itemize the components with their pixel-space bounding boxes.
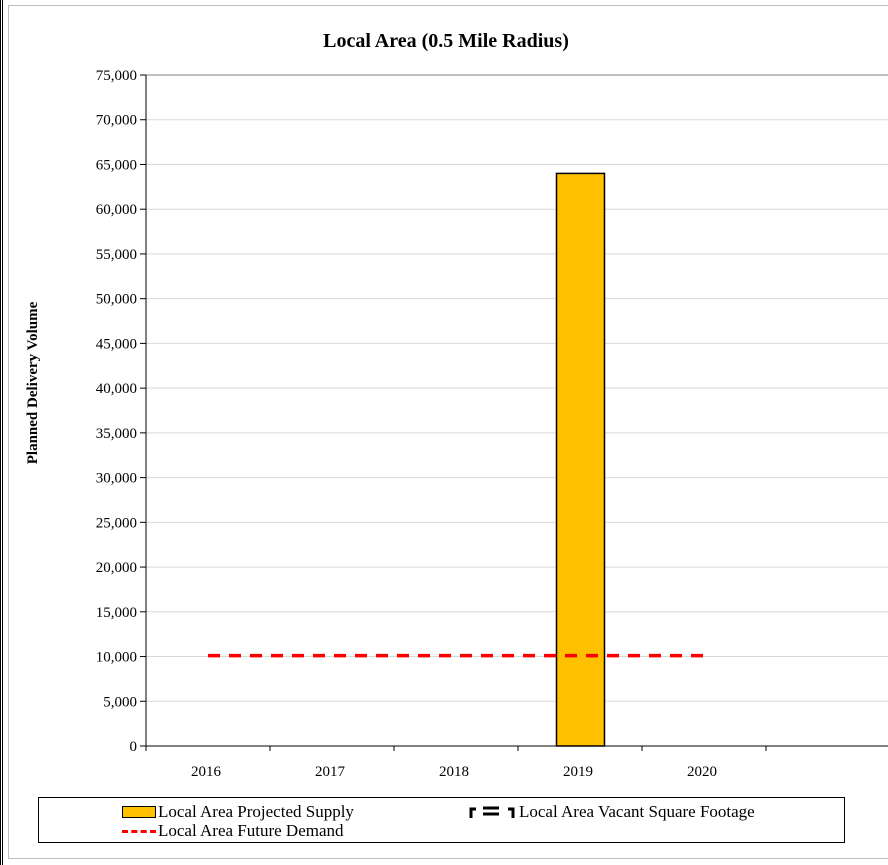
legend-swatch-demand <box>122 825 156 837</box>
y-tick-label: 30,000 <box>96 471 137 487</box>
y-tick-label: 40,000 <box>96 381 137 397</box>
y-tick-label: 55,000 <box>96 247 137 263</box>
bar-2019 <box>555 172 606 747</box>
axes <box>140 74 888 751</box>
chart-legend: Local Area Projected Supply Local Area V… <box>38 797 845 843</box>
chart-border-bottom <box>8 858 888 859</box>
y-tick-label: 75,000 <box>96 68 137 84</box>
x-tick-label: 2018 <box>439 764 469 780</box>
y-tick-label: 5,000 <box>103 694 137 710</box>
y-tick-labels: 0 5,000 10,000 15,000 20,000 25,000 30,000 35,0… <box>96 68 137 755</box>
y-tick-label: 20,000 <box>96 560 137 576</box>
x-tick-label: 2017 <box>315 764 346 780</box>
y-tick-label: 45,000 <box>96 336 137 352</box>
chart-title: Local Area (0.5 Mile Radius) <box>323 30 569 52</box>
y-tick-label: 25,000 <box>96 515 137 531</box>
y-tick-label: 0 <box>130 739 138 755</box>
y-axis-label: Planned Delivery Volume <box>25 301 41 464</box>
chart-border-left <box>8 5 9 858</box>
window-edge <box>0 0 3 865</box>
legend-item-supply: Local Area Projected Supply <box>122 802 354 822</box>
legend-item-vacant: Local Area Vacant Square Footage <box>469 802 755 822</box>
legend-label-supply: Local Area Projected Supply <box>158 802 354 821</box>
chart-border-top <box>8 5 888 6</box>
legend-label-vacant: Local Area Vacant Square Footage <box>519 802 755 821</box>
x-tick-label: 2020 <box>687 764 717 780</box>
legend-swatch-vacant <box>469 805 515 819</box>
x-tick-labels: 2016 2017 2018 2019 2020 <box>191 764 717 780</box>
bars <box>555 172 606 747</box>
y-tick-label: 65,000 <box>96 157 137 173</box>
x-tick-label: 2019 <box>563 764 593 780</box>
x-tick-label: 2016 <box>191 764 222 780</box>
y-tick-label: 60,000 <box>96 202 137 218</box>
legend-item-demand: Local Area Future Demand <box>122 821 344 841</box>
y-tick-label: 10,000 <box>96 650 137 666</box>
y-tick-label: 35,000 <box>96 426 137 442</box>
y-tick-label: 70,000 <box>96 113 137 129</box>
y-tick-label: 15,000 <box>96 605 137 621</box>
y-tick-label: 50,000 <box>96 292 137 308</box>
legend-swatch-supply <box>122 806 156 818</box>
legend-label-demand: Local Area Future Demand <box>158 821 344 840</box>
gridlines <box>146 74 888 702</box>
